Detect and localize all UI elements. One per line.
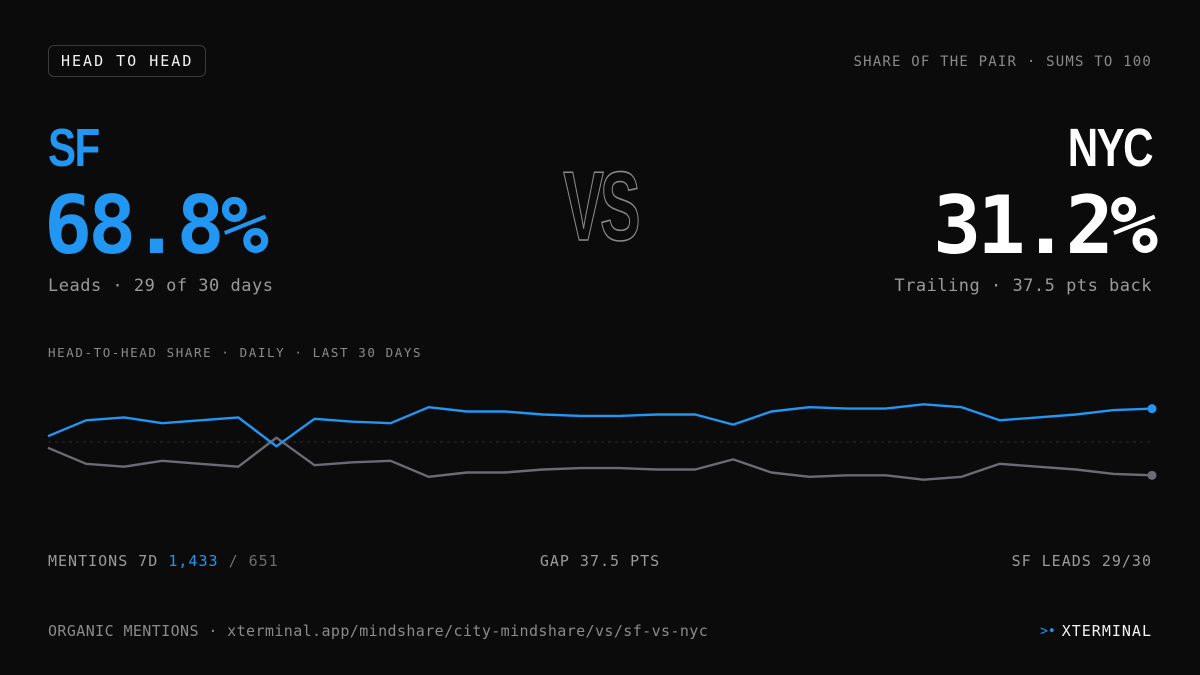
left-caption: Leads · 29 of 30 days [48, 276, 274, 296]
mentions-label: MENTIONS 7D [48, 552, 159, 570]
source-link[interactable]: ORGANIC MENTIONS · xterminal.app/mindsha… [48, 622, 709, 640]
mentions-nyc-value: 651 [248, 552, 279, 570]
sf-endpoint-marker [1147, 404, 1157, 414]
brand-logo[interactable]: >• XTERMINAL [1040, 622, 1152, 640]
badge-label: HEAD TO HEAD [61, 52, 194, 70]
sf-series-line [47, 403, 1153, 448]
leads-stat: SF LEADS 29/30 [1011, 552, 1152, 570]
versus-text: VS [563, 152, 639, 248]
brand-name: XTERMINAL [1061, 622, 1152, 640]
mentions-sf-value: 1,433 [168, 552, 219, 570]
prompt-arrow-icon: >• [1040, 623, 1056, 639]
nyc-endpoint-marker [1147, 470, 1157, 480]
head-to-head-badge: HEAD TO HEAD [48, 45, 207, 77]
left-share-value: 68.8% [44, 179, 269, 272]
nyc-series-line [47, 436, 1153, 481]
gap-stat: GAP 37.5 PTS [539, 552, 661, 570]
right-share-value: 31.2% [933, 179, 1158, 272]
share-line-chart [47, 403, 1157, 481]
left-city-name: SF [48, 118, 100, 178]
share-note: SHARE OF THE PAIR · SUMS TO 100 [853, 54, 1152, 70]
mentions-stat: MENTIONS 7D 1,433 / 651 [48, 552, 279, 570]
versus-mark: VS [563, 152, 644, 248]
mentions-separator: / [228, 552, 239, 570]
chart-title: HEAD-TO-HEAD SHARE · DAILY · LAST 30 DAY… [48, 345, 423, 360]
right-caption: Trailing · 37.5 pts back [894, 276, 1152, 296]
right-city-name: NYC [1067, 118, 1154, 178]
